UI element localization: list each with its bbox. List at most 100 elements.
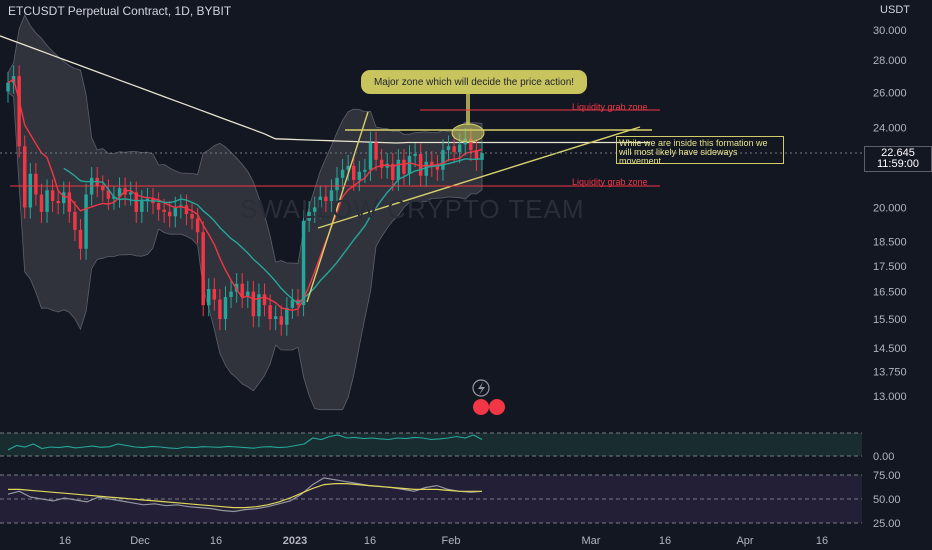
candle-body	[363, 169, 367, 172]
candle-body	[396, 159, 401, 180]
callout-major-zone[interactable]: Major zone which will decide the price a…	[361, 70, 587, 94]
price-tick-label: 14.500	[873, 343, 907, 355]
candle-body	[212, 289, 217, 300]
candle-body	[407, 155, 412, 174]
candle-body	[207, 289, 211, 306]
candle-body	[352, 165, 356, 180]
candle-body	[469, 138, 473, 151]
candle-body	[84, 194, 88, 249]
candle-body	[257, 294, 261, 317]
candle-body	[413, 153, 417, 156]
currency-label: USDT	[880, 4, 910, 16]
impulse-line	[306, 111, 369, 303]
time-tick-label: Mar	[582, 535, 601, 547]
candle-body	[134, 192, 138, 212]
candle-body	[335, 177, 339, 191]
candle-body	[318, 196, 323, 208]
candle-body	[145, 198, 150, 201]
candle-body	[268, 305, 272, 320]
time-tick-label: 16	[210, 535, 222, 547]
candle-body	[117, 188, 122, 197]
watermark: SWALLOW CRYPTO TEAM	[240, 194, 585, 224]
candle-body	[251, 291, 256, 317]
candle-body	[17, 76, 21, 147]
candle-body	[324, 196, 328, 201]
chart-title: ETCUSDT Perpetual Contract, 1D, BYBIT	[8, 4, 232, 18]
candle-body	[223, 296, 228, 320]
price-tick-label: 26.000	[873, 88, 907, 100]
candle-body	[285, 307, 289, 325]
price-tick-label: 16.500	[873, 287, 907, 299]
candle-body	[480, 153, 484, 160]
oscillator-pane-2: 75.00 50.00 25.00	[0, 470, 901, 530]
candle-body	[240, 283, 244, 297]
candle-body	[128, 192, 133, 195]
candle-body	[446, 146, 451, 151]
candle-body	[329, 190, 334, 201]
candle-body	[78, 229, 83, 249]
candle-body	[162, 209, 166, 212]
osc2-series-line	[7, 477, 483, 513]
candle-body	[45, 190, 49, 212]
candle-body	[229, 291, 233, 297]
candle-body	[368, 142, 373, 170]
candle-body	[457, 144, 462, 153]
osc2-tick-label: 50.00	[873, 494, 901, 506]
candle-body	[73, 211, 77, 230]
volatility-band	[7, 14, 483, 411]
osc2-series-line	[8, 483, 482, 509]
candle-body	[474, 150, 479, 160]
candle-body	[67, 192, 72, 212]
price-tick-label: 13.750	[873, 366, 907, 378]
candle-body	[190, 214, 194, 219]
time-tick-label: Dec	[130, 535, 150, 547]
price-tick-label: 13.000	[873, 391, 907, 403]
candle-body	[279, 316, 283, 325]
osc2-tick-label: 25.00	[873, 518, 901, 530]
candle-body	[346, 165, 350, 170]
callout-pointer	[466, 94, 470, 125]
candle-body	[101, 186, 105, 191]
osc2-tick-label: 75.00	[873, 470, 901, 482]
osc1-band	[0, 433, 862, 456]
candle-body	[424, 161, 428, 176]
candle-body	[290, 299, 295, 308]
candle-body	[167, 211, 172, 217]
ma-line-teal	[63, 157, 483, 305]
candle-body	[50, 190, 55, 201]
last-price: 22.645	[881, 147, 915, 159]
time-axis: 16 Dec 16 2023 16 Feb Mar 16 Apr 16	[59, 535, 828, 547]
candle-body	[140, 200, 144, 212]
candle-body	[340, 169, 345, 178]
candle-body	[62, 192, 66, 204]
candle-body	[6, 82, 10, 92]
osc1-line	[7, 434, 483, 451]
time-tick-label: 16	[59, 535, 71, 547]
candle-body	[430, 161, 434, 166]
candle-body	[262, 294, 267, 306]
candle-body	[39, 194, 44, 212]
price-tick-label: 28.000	[873, 55, 907, 67]
candle-body	[246, 291, 250, 297]
liquidity-label-lower: Liquidity grab zone	[572, 177, 648, 187]
flag-icon	[489, 399, 505, 415]
candle-body	[379, 159, 384, 168]
candle-body	[184, 205, 189, 215]
formation-note[interactable]: While we are inside this formation we wi…	[616, 136, 784, 166]
candle-body	[418, 153, 423, 176]
candle-body	[28, 173, 33, 208]
price-tick-label: 17.500	[873, 261, 907, 273]
candle-body	[56, 200, 60, 204]
flag-icon	[473, 399, 489, 415]
candle-body	[234, 283, 239, 292]
time-tick-label: 16	[364, 535, 376, 547]
candle-body	[374, 142, 378, 160]
ma-line-cream	[0, 35, 650, 144]
bar-countdown: 11:59:00	[876, 158, 919, 170]
price-tick-label: 15.500	[873, 314, 907, 326]
ma-line-red	[7, 78, 483, 312]
zone-highlight	[451, 123, 485, 143]
time-tick-label: Apr	[736, 535, 753, 547]
price-tick-label: 20.000	[873, 202, 907, 214]
